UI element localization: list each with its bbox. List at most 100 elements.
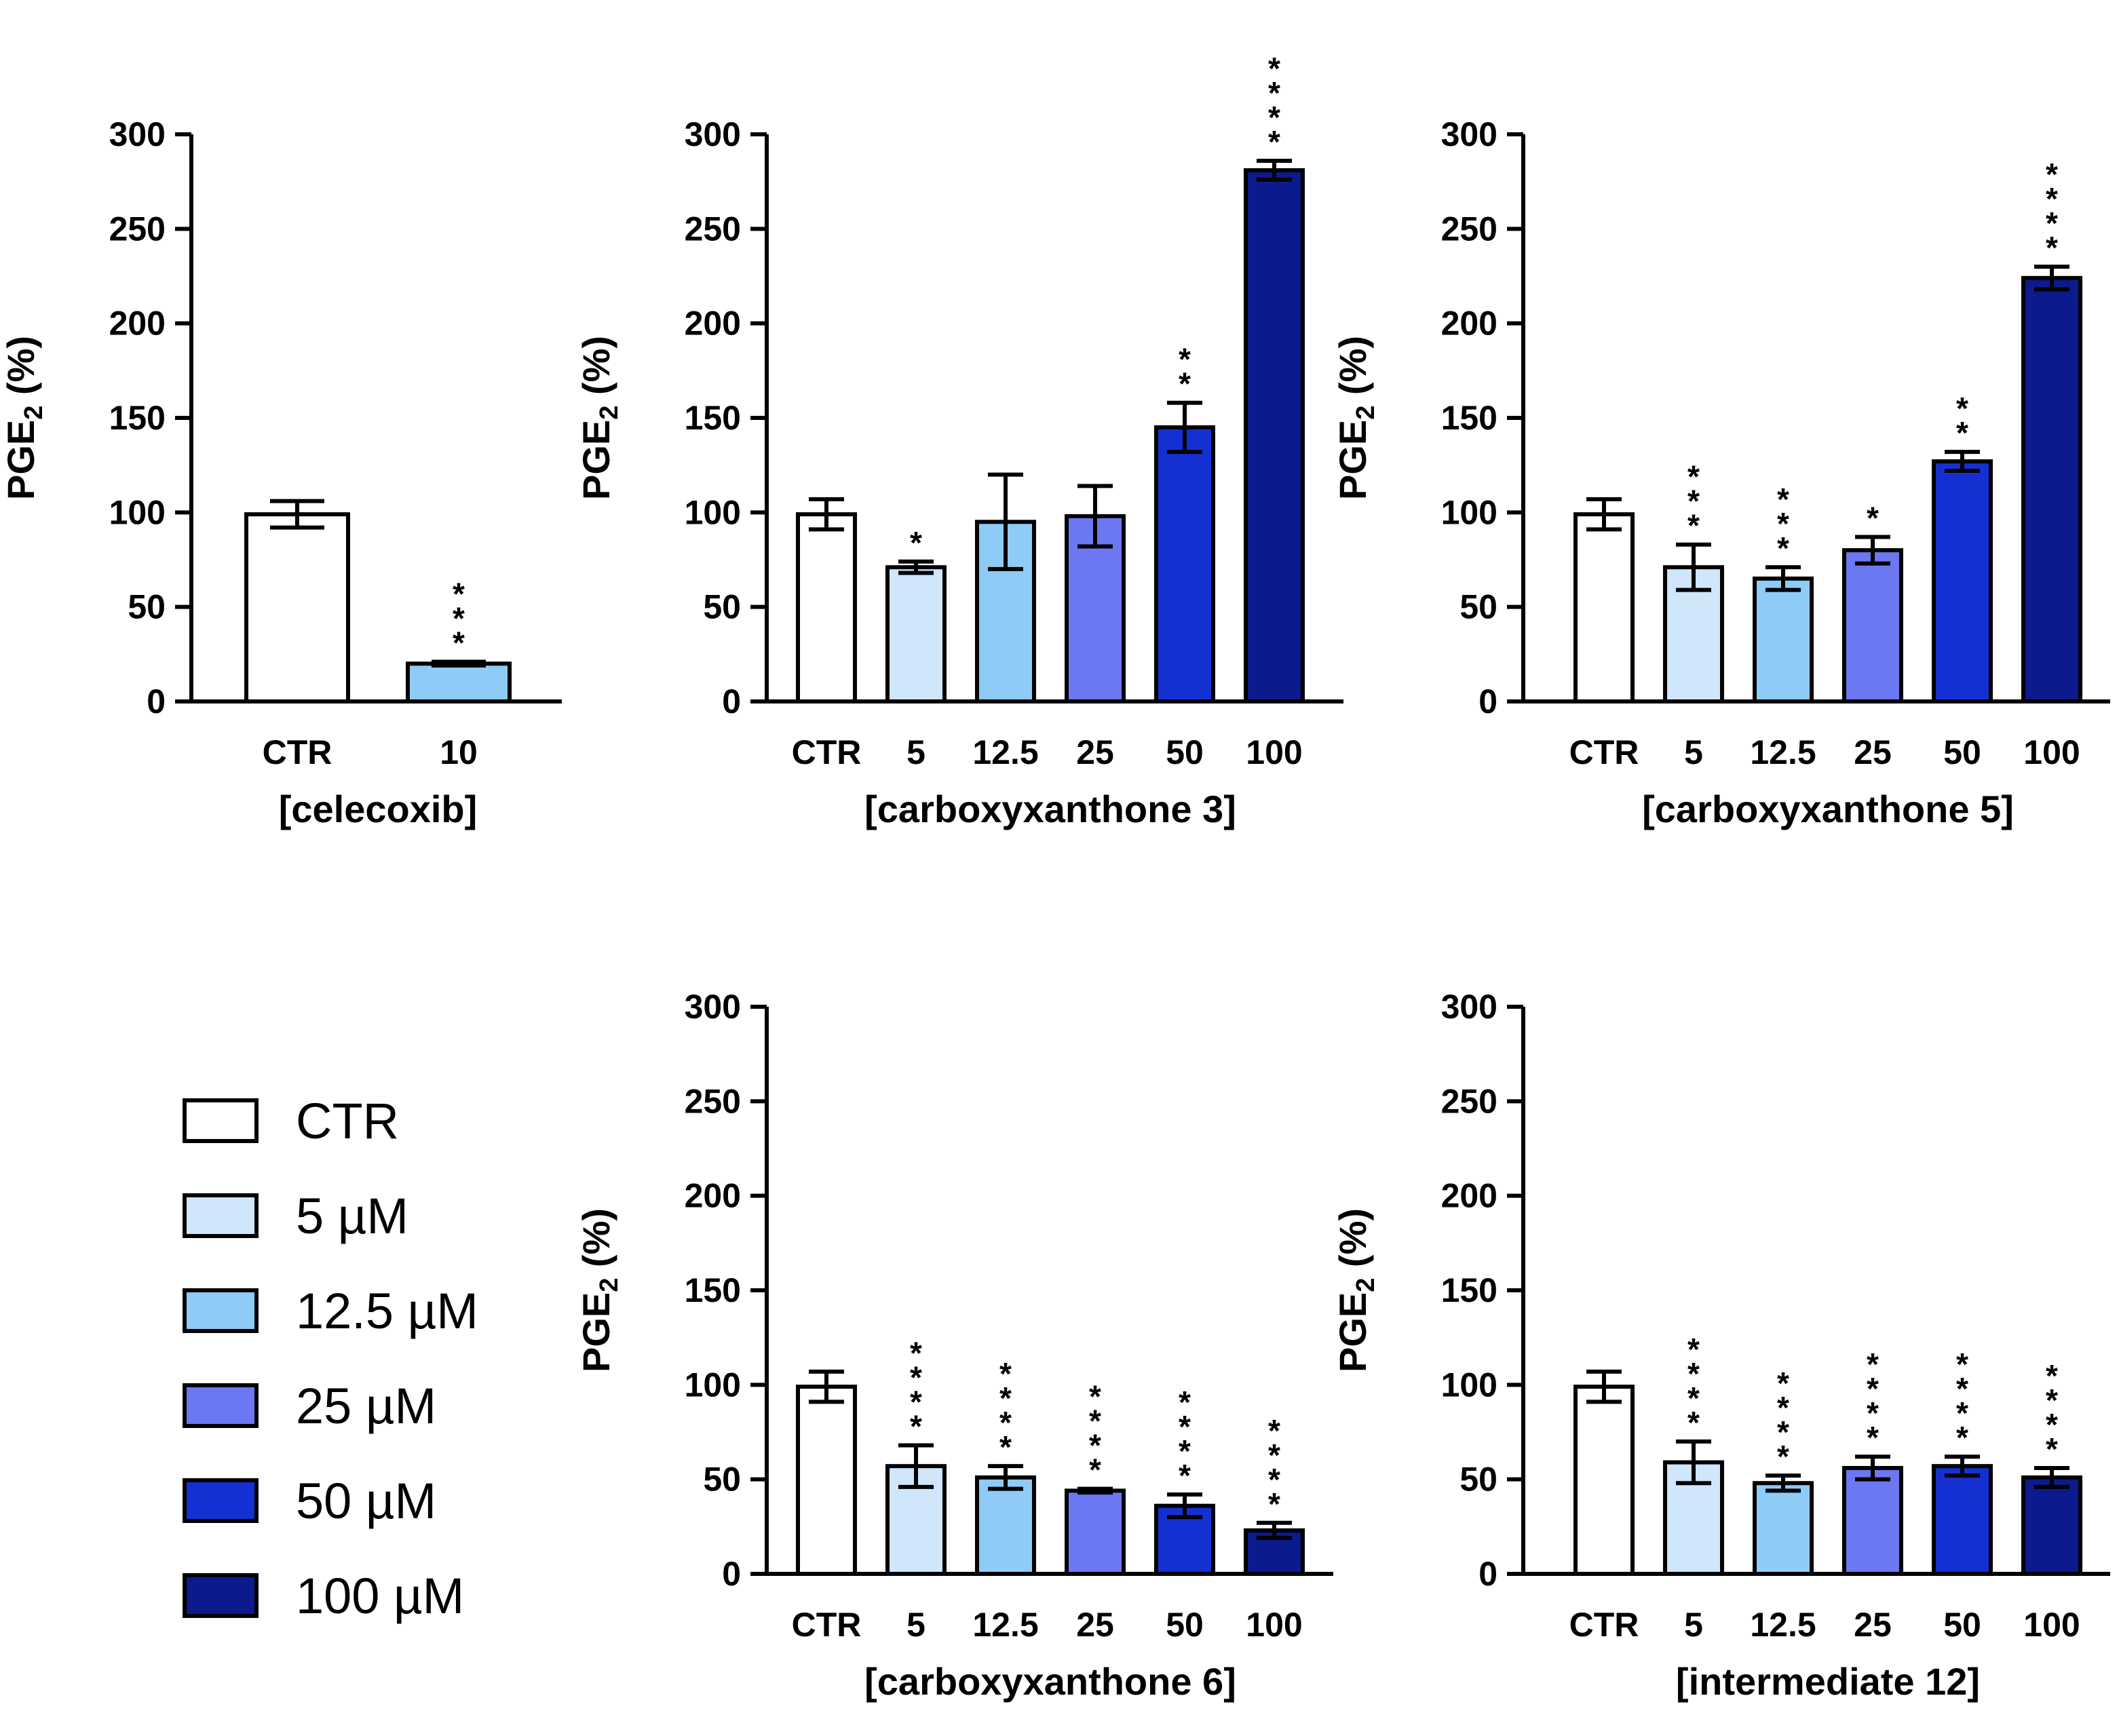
svg-text:*: * [1956, 1420, 1968, 1455]
bar [1753, 576, 1814, 703]
x-tick-label: 25 [1076, 1606, 1114, 1644]
y-tick-label: 250 [1441, 1082, 1497, 1120]
x-axis-label: [intermediate 12] [1676, 1660, 1980, 1703]
legend-swatch [183, 1288, 259, 1333]
x-axis-label: [carboxyxanthone 5] [1642, 788, 2014, 830]
error-bar [1676, 1439, 1711, 1486]
significance-marker: **** [1777, 1366, 1789, 1474]
x-tick-label: 50 [1166, 1606, 1204, 1644]
x-tick-label: 10 [440, 733, 478, 771]
svg-text:*: * [1867, 1371, 1879, 1406]
svg-text:*: * [1268, 1413, 1280, 1448]
x-tick-label: 50 [1943, 733, 1981, 771]
error-bar [270, 499, 324, 530]
x-tick-label: CTR [263, 733, 332, 771]
significance-marker: **** [2046, 157, 2058, 265]
significance-marker: **** [1089, 1379, 1101, 1488]
svg-text:*: * [1089, 1428, 1101, 1463]
svg-text:*: * [910, 1336, 922, 1371]
y-tick-label: 250 [685, 1082, 741, 1120]
legend-label: 100 µM [296, 1568, 464, 1624]
svg-text:*: * [1268, 1462, 1280, 1497]
y-tick-label: 100 [1441, 1366, 1497, 1404]
significance-marker: *** [453, 576, 465, 660]
x-tick-label: 100 [2023, 1606, 2080, 1644]
x-tick-label: 25 [1076, 733, 1114, 771]
y-axis-label: PGE2 (%) [1331, 336, 1380, 500]
bar [796, 1385, 857, 1576]
error-bar [1586, 1369, 1622, 1404]
legend-item: 25 µM [183, 1378, 436, 1434]
significance-marker: * [1867, 501, 1879, 536]
svg-text:*: * [1687, 484, 1700, 519]
svg-text:*: * [1179, 1433, 1191, 1469]
y-tick-label: 200 [685, 305, 741, 343]
svg-text:*: * [453, 600, 465, 636]
error-bar [1765, 565, 1801, 592]
svg-text:*: * [2046, 181, 2058, 216]
x-tick-label: CTR [792, 1606, 862, 1644]
svg-text:*: * [1179, 1385, 1191, 1420]
significance-marker: **** [2046, 1358, 2058, 1467]
x-axis-label: [celecoxib] [279, 788, 478, 830]
svg-text:*: * [1089, 1379, 1101, 1414]
y-tick-label: 300 [1441, 115, 1497, 153]
y-tick-label: 150 [685, 399, 741, 437]
significance-marker: **** [910, 1336, 922, 1444]
svg-text:*: * [1687, 1381, 1700, 1416]
svg-text:*: * [1777, 1366, 1789, 1401]
y-tick-label: 300 [685, 115, 741, 153]
y-tick-label: 200 [1441, 1177, 1497, 1215]
y-tick-label: 250 [685, 210, 741, 248]
legend-item: 12.5 µM [183, 1283, 478, 1339]
bar [406, 661, 512, 703]
y-tick-label: 100 [685, 1366, 741, 1404]
svg-text:*: * [910, 1360, 922, 1395]
error-bar [1257, 159, 1292, 182]
svg-text:*: * [1179, 1409, 1191, 1444]
significance-marker: ** [1956, 391, 1968, 450]
svg-text:*: * [1956, 415, 1968, 450]
significance-marker: **** [999, 1356, 1012, 1465]
svg-text:*: * [910, 1409, 922, 1444]
error-bar [1257, 1520, 1292, 1541]
x-axis-label: [carboxyxanthone 6] [864, 1660, 1236, 1703]
y-tick-label: 200 [1441, 305, 1497, 343]
svg-text:*: * [999, 1405, 1012, 1440]
x-tick-label: 12.5 [972, 1606, 1038, 1644]
bar [244, 512, 350, 703]
bar [1573, 1385, 1635, 1576]
legend-label: 12.5 µM [296, 1283, 478, 1339]
svg-text:*: * [1687, 508, 1700, 543]
svg-text:*: * [1179, 366, 1191, 402]
svg-text:*: * [2046, 1383, 2058, 1418]
bar [2021, 1475, 2082, 1576]
bar [1842, 1465, 1903, 1577]
significance-marker: **** [1687, 1332, 1700, 1440]
error-bar [898, 559, 934, 575]
x-tick-label: CTR [1569, 1606, 1639, 1644]
svg-text:*: * [1268, 1438, 1280, 1473]
error-bar [1077, 484, 1113, 549]
legend-swatch [183, 1478, 259, 1523]
y-tick-label: 150 [685, 1271, 741, 1309]
x-tick-label: 100 [1246, 1606, 1302, 1644]
svg-text:*: * [910, 525, 922, 560]
svg-text:*: * [453, 625, 465, 660]
y-tick-label: 200 [685, 1177, 741, 1215]
error-bar [1676, 542, 1711, 592]
bar [1065, 1488, 1126, 1577]
svg-text:*: * [1687, 1356, 1700, 1391]
y-tick-label: 0 [1478, 1555, 1497, 1593]
svg-text:*: * [999, 1381, 1012, 1416]
significance-marker: **** [1268, 51, 1280, 159]
bar [2021, 275, 2082, 703]
error-bar [1167, 1492, 1202, 1520]
y-tick-label: 150 [1441, 399, 1497, 437]
error-bar [1945, 450, 1980, 474]
significance-marker: **** [1867, 1347, 1879, 1455]
legend-item: 100 µM [183, 1568, 464, 1624]
x-tick-label: 25 [1854, 1606, 1892, 1644]
